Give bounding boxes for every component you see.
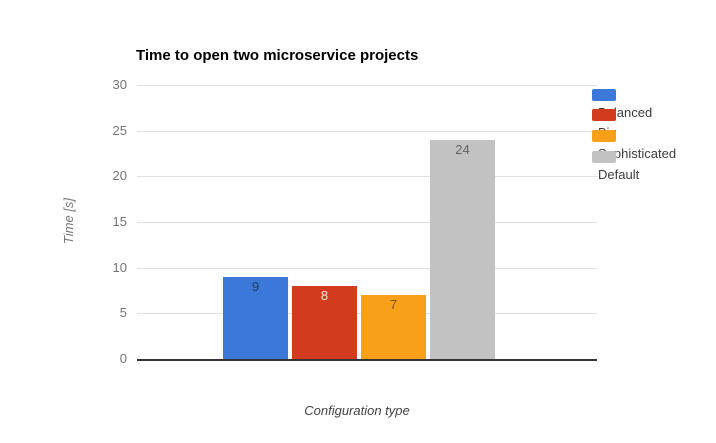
chart-title: Time to open two microservice projects: [136, 47, 419, 64]
bar-value-label: 8: [320, 287, 329, 303]
legend-item-label: Sophisticated: [598, 146, 677, 162]
y-tick-label: 5: [119, 305, 127, 321]
gridline: [137, 130, 597, 132]
bar-value-label: 7: [389, 297, 398, 313]
gridline: [137, 267, 597, 269]
gridline: [137, 85, 597, 86]
bar-value-label: 9: [251, 278, 260, 294]
legend-item-default: Default: [592, 148, 639, 181]
x-axis-line: [137, 359, 597, 361]
bar-default[interactable]: [430, 139, 495, 359]
bar-big[interactable]: [292, 285, 357, 359]
gridline: [137, 176, 597, 178]
y-tick-label: 10: [112, 259, 127, 275]
bar-sophisticated[interactable]: [361, 295, 426, 359]
gridline: [137, 222, 597, 223]
y-tick-label: 30: [112, 77, 127, 92]
legend-swatch-icon: [592, 109, 616, 122]
y-tick-label: 20: [112, 168, 127, 184]
legend-item-big: Big: [592, 107, 617, 140]
legend-item-balanced: Balanced: [592, 86, 652, 119]
bar-value-label: 24: [455, 141, 470, 157]
y-tick-label: 0: [119, 351, 127, 366]
bar-balanced[interactable]: [223, 276, 288, 359]
legend-item-label: Default: [598, 166, 640, 182]
y-tick-label: 25: [112, 122, 127, 138]
x-axis-title: Configuration type: [304, 403, 410, 418]
legend-swatch-icon: [592, 88, 616, 101]
legend-swatch-icon: [592, 150, 616, 163]
y-axis-title: Time [s]: [61, 197, 76, 245]
legend-item-sophisticated: Sophisticated: [592, 127, 676, 161]
y-tick-label: 15: [112, 214, 127, 229]
legend-swatch-icon: [592, 130, 616, 143]
